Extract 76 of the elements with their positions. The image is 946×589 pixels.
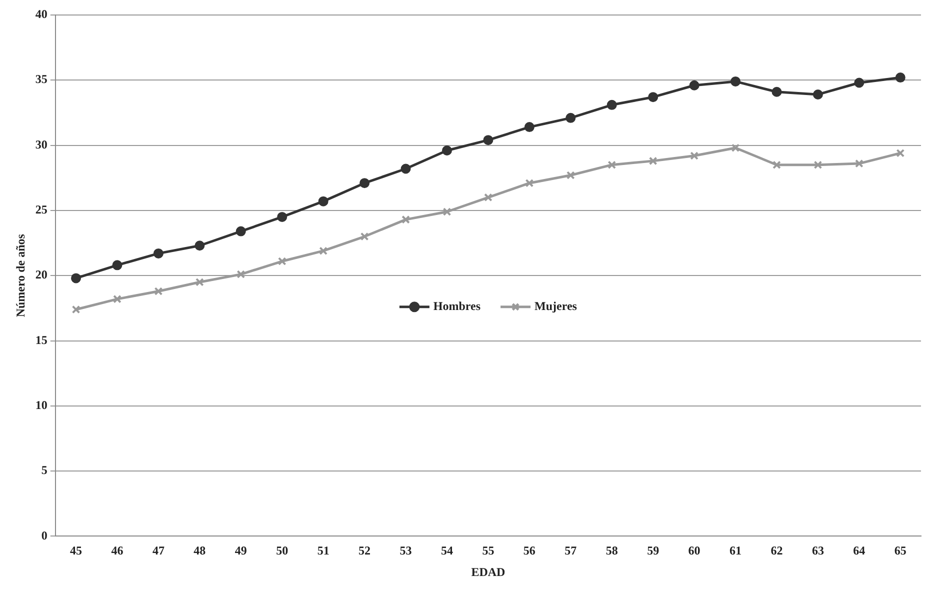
point [154,287,163,296]
point [319,246,328,256]
point [608,160,616,170]
point [854,159,864,168]
point [730,76,741,86]
x-tick-label: 64 [853,543,866,558]
point [236,270,246,278]
point [483,135,494,146]
point [606,100,617,110]
x-tick-label: 55 [482,543,494,558]
x-tick-label: 51 [317,543,330,558]
point [360,178,370,188]
point [402,215,410,224]
point [277,212,288,222]
point [153,248,164,258]
x-tick-label: 53 [400,543,412,558]
x-tick-label: 45 [70,543,82,558]
y-tick-label: 20 [35,268,48,282]
point [442,146,452,156]
y-axis-title: Número de años [13,234,28,318]
point [442,208,452,216]
y-tick-label: 15 [35,332,48,347]
point [72,305,80,314]
point [854,78,864,88]
point [360,232,369,241]
point [113,294,122,304]
x-tick-label: 49 [234,543,247,558]
x-tick-label: 59 [647,543,660,558]
point [689,80,700,90]
point [648,92,658,102]
point [400,164,411,174]
y-tick-label: 10 [35,398,48,412]
x-tick-label: 62 [770,543,783,558]
y-tick-label: 30 [35,137,48,152]
point [690,152,698,160]
legend-label: Mujeres [534,298,578,313]
point [524,122,534,132]
point [318,196,328,206]
x-tick-label: 54 [440,543,453,558]
point [814,160,822,170]
point [566,112,576,123]
x-tick-label: 46 [111,543,124,558]
point [772,86,782,97]
y-tick-label: 40 [35,7,48,22]
legend-label: Hombres [433,298,481,313]
x-tick-label: 61 [730,543,742,558]
point [895,72,906,83]
point [195,278,204,286]
point [566,171,575,180]
point [525,178,534,188]
y-tick-label: 35 [35,72,48,86]
point [731,144,740,152]
point [112,260,122,270]
x-tick-label: 60 [688,543,700,558]
x-tick-label: 56 [523,543,536,558]
y-tick-label: 25 [35,202,48,217]
point [648,156,658,166]
point [484,193,492,202]
x-tick-label: 47 [152,543,164,558]
y-tick-label: 0 [41,528,48,542]
y-tick-label: 5 [41,463,48,478]
x-axis-title: EDAD [471,564,506,579]
x-tick-label: 58 [606,543,618,558]
point [194,240,205,251]
point [236,226,246,236]
point [71,273,82,284]
x-tick-label: 65 [894,543,906,558]
point [896,148,905,158]
x-tick-label: 48 [194,543,206,558]
x-tick-label: 63 [812,543,824,558]
x-tick-label: 50 [276,543,288,558]
x-tick-label: 57 [564,543,577,558]
x-tick-label: 52 [358,543,371,558]
point [772,160,781,170]
point [278,257,286,266]
point [812,89,823,100]
